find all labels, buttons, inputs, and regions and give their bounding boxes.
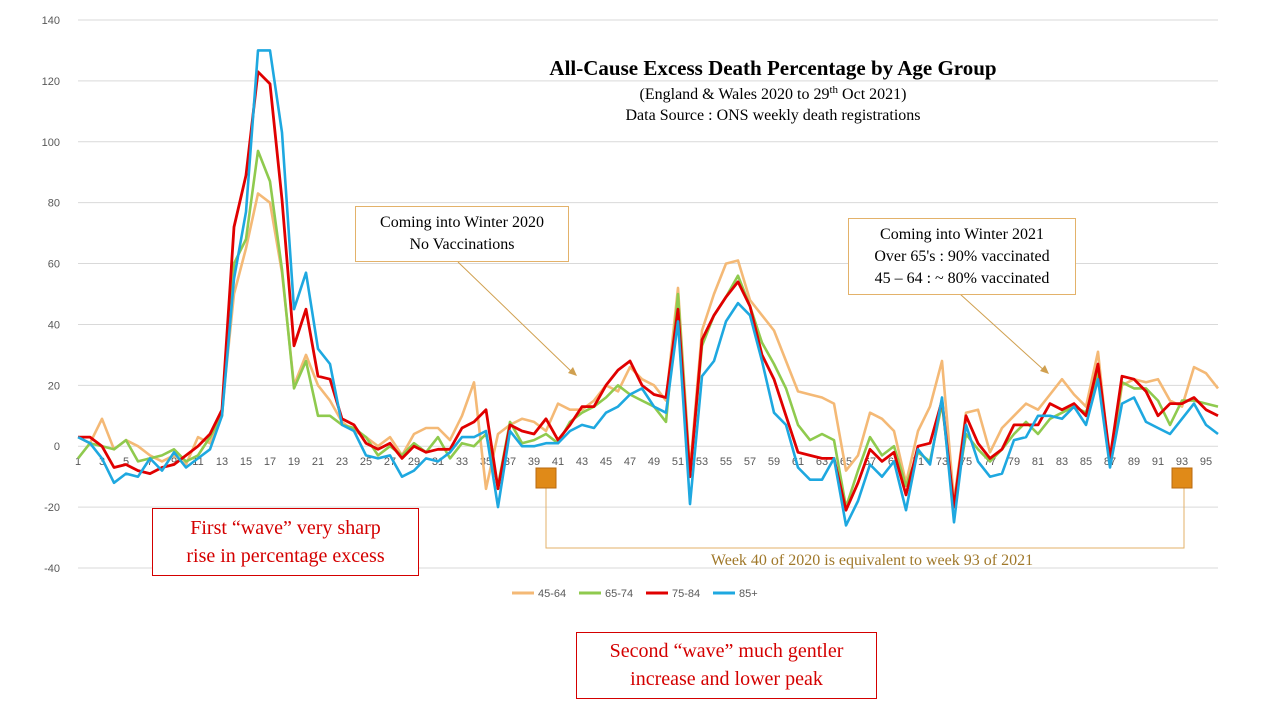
x-tick-label: 3: [99, 456, 105, 468]
x-tick-label: 81: [1032, 456, 1044, 468]
legend-label: 75-84: [672, 588, 700, 600]
x-tick-label: 5: [123, 456, 129, 468]
series-line-75-84: [78, 70, 1219, 512]
y-tick-label: 20: [48, 380, 60, 392]
x-tick-label: 55: [720, 456, 732, 468]
series-line-65-74: [76, 149, 1219, 509]
x-tick-label: 95: [1200, 456, 1212, 468]
y-tick-label: -20: [44, 502, 60, 514]
x-tick-label: 47: [624, 456, 636, 468]
legend-label: 45-64: [538, 588, 566, 600]
x-tick-label: 25: [360, 456, 372, 468]
x-tick-label: 7: [147, 456, 153, 468]
x-tick-label: 73: [936, 456, 948, 468]
y-axis-ticks: -40 -20 0 20 40 60 80 100 120 140: [42, 15, 60, 575]
x-tick-label: 1: [75, 456, 81, 468]
x-tick-label: 79: [1008, 456, 1020, 468]
annotation-second-wave-line1: Second “wave” much gentler: [609, 640, 844, 662]
arrowhead-winter2020: [568, 367, 577, 376]
annotation-winter-2021-line1: Coming into Winter 2021: [880, 226, 1044, 243]
annotation-arrows: [457, 261, 1185, 549]
x-tick-label: 53: [696, 456, 708, 468]
annotation-winter-2021-line3: 45 – 64 : ~ 80% vaccinated: [874, 270, 1050, 287]
y-tick-label: 120: [42, 76, 60, 88]
x-tick-label: 91: [1152, 456, 1164, 468]
x-tick-label: 83: [1056, 456, 1068, 468]
legend-label: 65-74: [605, 588, 633, 600]
chart-title: All-Cause Excess Death Percentage by Age…: [549, 56, 996, 80]
x-tick-label: 21: [312, 456, 324, 468]
x-tick-label: 93: [1176, 456, 1188, 468]
x-tick-label: 89: [1128, 456, 1140, 468]
x-tick-label: 17: [264, 456, 276, 468]
week-markers: [535, 467, 1193, 489]
y-tick-label: 40: [48, 319, 60, 331]
x-tick-label: 33: [456, 456, 468, 468]
annotation-winter-2020: Coming into Winter 2020 No Vaccinations: [355, 206, 569, 262]
x-tick-label: 29: [408, 456, 420, 468]
y-tick-label: 0: [54, 441, 60, 453]
y-tick-label: 140: [42, 15, 60, 27]
x-tick-label: 59: [768, 456, 780, 468]
annotation-first-wave-line1: First “wave” very sharp: [190, 517, 381, 539]
annotation-winter-2021: Coming into Winter 2021 Over 65's : 90% …: [848, 218, 1076, 295]
arrow-winter2020: [457, 261, 575, 375]
x-tick-label: 15: [240, 456, 252, 468]
week-marker-93: [1171, 467, 1193, 489]
week-equivalence-bracket: [545, 488, 1185, 549]
x-tick-label: 41: [552, 456, 564, 468]
chart-subtitle-1: (England & Wales 2020 to 29th Oct 2021): [640, 84, 907, 103]
series-line-45-64: [77, 192, 1220, 503]
x-tick-label: 19: [288, 456, 300, 468]
series-line-85plus: [77, 49, 1219, 527]
y-tick-label: 60: [48, 259, 60, 271]
x-tick-label: 23: [336, 456, 348, 468]
x-tick-label: 43: [576, 456, 588, 468]
x-tick-label: 13: [216, 456, 228, 468]
annotation-first-wave-line2: rise in percentage excess: [186, 545, 385, 567]
x-tick-label: 11: [192, 456, 203, 468]
x-tick-label: 37: [504, 456, 516, 468]
legend: 45-64 65-74 75-84 85+: [512, 588, 758, 600]
y-tick-label: 80: [48, 198, 60, 210]
x-tick-label: 39: [528, 456, 540, 468]
x-tick-label: 51: [672, 456, 684, 468]
annotation-second-wave: Second “wave” much gentler increase and …: [576, 632, 877, 699]
y-tick-label: -40: [44, 563, 60, 575]
x-axis-ticks: 1 3 5 7 9 11 13 15 17 19 21 23 25 27 29 31 33 35 37 39 41 43 4…: [75, 456, 1212, 468]
x-tick-label: 57: [744, 456, 756, 468]
y-tick-label: 100: [42, 137, 60, 149]
annotation-first-wave: First “wave” very sharp rise in percenta…: [152, 508, 419, 576]
chart-subtitle-2: Data Source : ONS weekly death registrat…: [625, 107, 920, 124]
arrow-winter2021: [959, 293, 1047, 373]
week-equivalence-text: Week 40 of 2020 is equivalent to week 93…: [711, 552, 1033, 569]
x-tick-label: 9: [171, 456, 177, 468]
x-tick-label: 85: [1080, 456, 1092, 468]
x-tick-label: 45: [600, 456, 612, 468]
arrowhead-winter2021: [1040, 365, 1049, 374]
annotation-second-wave-line2: increase and lower peak: [630, 668, 823, 690]
series-lines: [76, 49, 1220, 527]
x-tick-label: 49: [648, 456, 660, 468]
legend-label: 85+: [739, 588, 758, 600]
annotation-winter-2020-line1: Coming into Winter 2020: [380, 214, 544, 231]
annotation-winter-2021-line2: Over 65's : 90% vaccinated: [874, 248, 1050, 265]
week-marker-40: [535, 467, 557, 489]
annotation-winter-2020-line2: No Vaccinations: [409, 236, 515, 253]
